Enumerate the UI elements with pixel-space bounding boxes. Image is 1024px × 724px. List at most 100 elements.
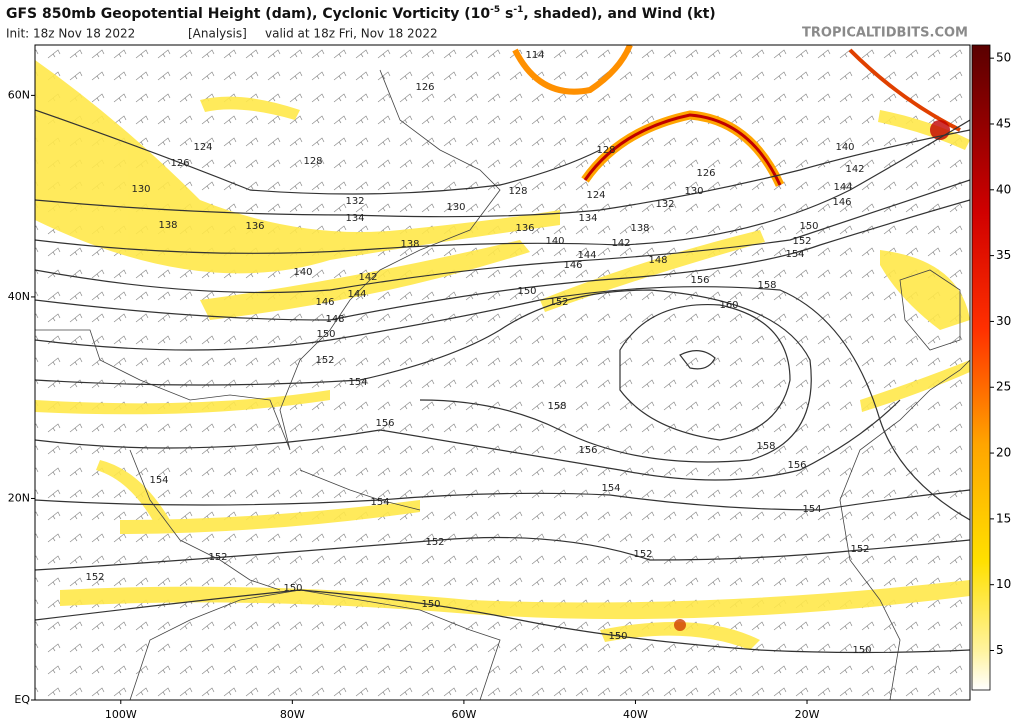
colorbar-label: 25 bbox=[996, 380, 1011, 394]
contour-label: 138 bbox=[158, 220, 177, 231]
contour-label: 152 bbox=[549, 297, 568, 308]
map: 126 124 126 128 130 132 134 130 128 138 136 138 136 1… bbox=[35, 45, 970, 700]
contour-label: 144 bbox=[577, 250, 596, 261]
contour-label: 146 bbox=[315, 297, 334, 308]
contour-label: 144 bbox=[347, 289, 366, 300]
contour-label: 148 bbox=[648, 255, 667, 266]
contour-label: 142 bbox=[611, 238, 630, 249]
contour-label: 152 bbox=[633, 549, 652, 560]
contour-label: 132 bbox=[655, 199, 674, 210]
contour-label: 152 bbox=[792, 236, 811, 247]
height-contours bbox=[35, 109, 970, 654]
title-part: , shaded), and Wind (kt) bbox=[523, 6, 715, 22]
contour-label: 152 bbox=[850, 544, 869, 555]
lon-label: 80W bbox=[280, 708, 305, 721]
contour-label: 142 bbox=[845, 164, 864, 175]
lat-label: 20N bbox=[8, 491, 30, 504]
contour-label: 146 bbox=[563, 260, 582, 271]
lat-label: 60N bbox=[8, 88, 30, 101]
contour-label: 150 bbox=[799, 221, 818, 232]
contour-label: 154 bbox=[785, 249, 804, 260]
contour-label: 124 bbox=[193, 142, 212, 153]
contour-label: 156 bbox=[375, 418, 394, 429]
contour-label: 136 bbox=[245, 221, 264, 232]
contour-label: 126 bbox=[170, 158, 189, 169]
lon-label: 100W bbox=[105, 708, 137, 721]
site-name: TROPICALTIDBITS.COM bbox=[802, 26, 968, 41]
contour-label: 114 bbox=[525, 50, 544, 61]
contour-label: 150 bbox=[421, 599, 440, 610]
lat-label: EQ bbox=[14, 693, 30, 706]
contour-label: 150 bbox=[316, 329, 335, 340]
colorbar bbox=[971, 44, 991, 691]
title-exponent: -1 bbox=[513, 5, 523, 15]
contour-labels: 126 124 126 128 130 132 134 130 128 138 136 138 136 1… bbox=[85, 50, 871, 656]
contour-label: 130 bbox=[446, 202, 465, 213]
colorbar-label: 50 bbox=[996, 51, 1011, 65]
contour-label: 156 bbox=[578, 445, 597, 456]
contour-label: 148 bbox=[325, 314, 344, 325]
contour-label: 140 bbox=[835, 142, 854, 153]
contour-label: 154 bbox=[149, 475, 168, 486]
contour-label: 124 bbox=[586, 190, 605, 201]
colorbar-label: 45 bbox=[996, 116, 1011, 130]
title-exponent: -5 bbox=[490, 5, 500, 15]
contour-label: 150 bbox=[852, 645, 871, 656]
contour-label: 160 bbox=[719, 300, 738, 311]
contour-label: 138 bbox=[630, 223, 649, 234]
colorbar-label: 10 bbox=[996, 577, 1011, 591]
contour-label: 132 bbox=[345, 196, 364, 207]
contour-label: 152 bbox=[208, 552, 227, 563]
title: GFS 850mb Geopotential Height (dam), Cyc… bbox=[6, 5, 716, 23]
lon-label: 60W bbox=[451, 708, 476, 721]
contour-label: 126 bbox=[415, 82, 434, 93]
init-time: Init: 18z Nov 18 2022 bbox=[6, 27, 135, 41]
contour-label: 128 bbox=[596, 145, 615, 156]
contour-label: 144 bbox=[833, 182, 852, 193]
contour-label: 154 bbox=[348, 377, 367, 388]
contour-label: 150 bbox=[283, 583, 302, 594]
lon-label: 40W bbox=[623, 708, 648, 721]
contour-label: 130 bbox=[684, 186, 703, 197]
contour-label: 152 bbox=[425, 537, 444, 548]
colorbar-label: 40 bbox=[996, 182, 1011, 196]
contour-label: 154 bbox=[601, 483, 620, 494]
contour-label: 138 bbox=[400, 239, 419, 250]
vorticity-shading bbox=[35, 60, 970, 650]
contour-label: 142 bbox=[358, 272, 377, 283]
colorbar-ticks: 5 10 15 20 25 30 35 40 45 50 bbox=[990, 51, 1011, 657]
title-part: GFS 850mb Geopotential Height (dam), Cyc… bbox=[6, 6, 490, 22]
contour-label: 130 bbox=[131, 184, 150, 195]
colorbar-label: 5 bbox=[996, 643, 1004, 657]
valid-time: valid at 18z Fri, Nov 18 2022 bbox=[265, 27, 438, 41]
lat-label: 40N bbox=[8, 290, 30, 303]
title-part: s bbox=[500, 6, 513, 22]
contour-label: 152 bbox=[85, 572, 104, 583]
contour-label: 134 bbox=[578, 213, 597, 224]
contour-label: 150 bbox=[517, 286, 536, 297]
lon-label: 20W bbox=[795, 708, 820, 721]
colorbar-label: 30 bbox=[996, 314, 1011, 328]
contour-label: 152 bbox=[315, 355, 334, 366]
contour-label: 126 bbox=[696, 168, 715, 179]
contour-label: 156 bbox=[787, 460, 806, 471]
map-frame bbox=[34, 44, 971, 701]
contour-label: 158 bbox=[547, 401, 566, 412]
colorbar-label: 20 bbox=[996, 446, 1011, 460]
colorbar-label: 15 bbox=[996, 511, 1011, 525]
contour-label: 156 bbox=[690, 275, 709, 286]
contour-label: 140 bbox=[545, 236, 564, 247]
axes: 60N 40N 20N EQ 100W 80W 60W 40W 20W bbox=[8, 88, 820, 721]
contour-label: 150 bbox=[608, 631, 627, 642]
analysis-tag: [Analysis] bbox=[188, 27, 247, 41]
colorbar-label: 35 bbox=[996, 248, 1011, 262]
contour-label: 136 bbox=[515, 223, 534, 234]
contour-label: 140 bbox=[293, 267, 312, 278]
contour-label: 158 bbox=[756, 441, 775, 452]
contour-label: 146 bbox=[832, 197, 851, 208]
contour-label: 128 bbox=[303, 156, 322, 167]
contour-label: 134 bbox=[345, 213, 364, 224]
contour-label: 154 bbox=[802, 504, 821, 515]
contour-label: 158 bbox=[757, 280, 776, 291]
